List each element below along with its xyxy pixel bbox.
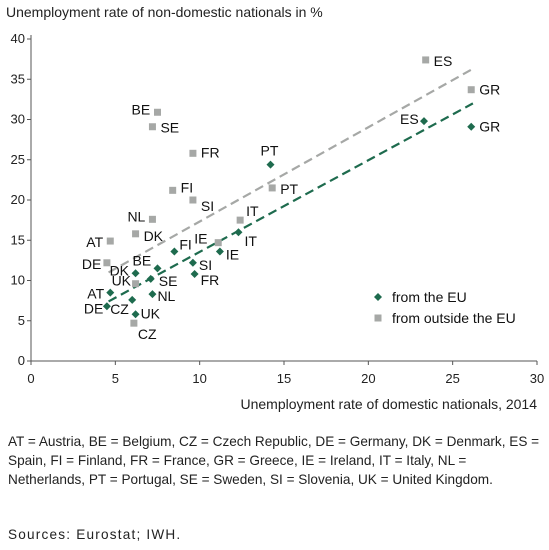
point-eu-de — [102, 302, 111, 311]
point-eu-fi — [170, 247, 179, 256]
point-eu-it — [234, 228, 243, 237]
trendline-non-eu — [108, 67, 474, 274]
point-eu-es — [419, 117, 428, 126]
label-eu-si: SI — [199, 257, 212, 273]
abbreviation-note: AT = Austria, BE = Belgium, CZ = Czech R… — [8, 434, 540, 487]
point-non-eu-pt — [268, 184, 276, 192]
point-non-eu-ie — [214, 239, 222, 247]
point-eu-be — [153, 264, 162, 273]
x-tick-label: 0 — [27, 371, 34, 386]
label-non-eu-gr: GR — [479, 82, 500, 98]
point-non-eu-it — [236, 216, 244, 224]
legend: from the EU from outside the EU — [374, 289, 516, 326]
y-tick-label: 35 — [11, 71, 25, 86]
label-non-eu-es: ES — [434, 53, 453, 69]
point-non-eu-cz — [130, 319, 138, 327]
label-non-eu-it: IT — [246, 203, 259, 219]
label-non-eu-at: AT — [86, 234, 103, 250]
x-tick-label: 5 — [112, 371, 119, 386]
point-non-eu-fr — [189, 149, 197, 157]
legend-label-non-eu: from outside the EU — [392, 310, 516, 326]
axes: 0 5 10 15 20 25 30 35 40 0 5 10 15 20 25 30 — [11, 31, 545, 386]
point-non-eu-fi — [169, 186, 177, 194]
x-tick-label: 20 — [361, 371, 375, 386]
label-non-eu-nl: NL — [127, 208, 145, 224]
point-eu-dk — [131, 269, 140, 278]
label-non-eu-dk: DK — [144, 228, 164, 244]
y-axis-title: Unemployment rate of non-domestic nation… — [6, 4, 323, 20]
point-eu-nl — [148, 290, 157, 299]
x-tick-label: 10 — [192, 371, 206, 386]
point-non-eu-se — [148, 123, 156, 131]
point-non-eu-de — [103, 259, 111, 267]
label-eu-nl: NL — [157, 288, 175, 304]
point-eu-ie — [215, 247, 224, 256]
point-eu-pt — [266, 160, 275, 169]
point-non-eu-nl — [148, 215, 156, 223]
label-eu-it: IT — [244, 233, 257, 249]
label-non-eu-ie: IE — [194, 231, 207, 247]
point-non-eu-si — [189, 196, 197, 204]
data-points — [102, 56, 476, 327]
label-eu-de: DE — [84, 300, 103, 316]
label-eu-pt: PT — [261, 143, 279, 159]
label-eu-be: BE — [133, 252, 152, 268]
y-tick-label: 0 — [18, 353, 25, 368]
y-tick-label: 25 — [11, 152, 25, 167]
label-eu-ie: IE — [226, 247, 239, 263]
point-non-eu-dk — [132, 230, 140, 238]
label-non-eu-be: BE — [132, 101, 151, 117]
point-non-eu-be — [154, 108, 161, 116]
label-eu-dk: DK — [110, 262, 130, 278]
y-tick-label: 20 — [11, 192, 25, 207]
label-eu-uk: UK — [141, 305, 161, 321]
label-non-eu-uk: UK — [112, 273, 132, 289]
point-non-eu-gr — [467, 86, 475, 94]
y-tick-label: 40 — [11, 31, 25, 46]
x-axis-title: Unemployment rate of domestic nationals,… — [240, 396, 538, 412]
label-eu-se: SE — [159, 273, 178, 289]
label-non-eu-pt: PT — [280, 181, 298, 197]
scatter-chart: 0 5 10 15 20 25 30 35 40 0 5 10 15 20 25 30 ES GR BE SE FR P… — [11, 31, 545, 386]
point-eu-gr — [467, 122, 476, 131]
point-eu-uk — [131, 310, 140, 319]
label-eu-cz: CZ — [110, 301, 129, 317]
point-eu-at — [106, 288, 115, 297]
point-eu-fr — [190, 270, 199, 279]
legend-marker-non-eu — [374, 314, 382, 322]
y-tick-label: 15 — [11, 232, 25, 247]
label-eu-fi: FI — [179, 237, 191, 253]
label-non-eu-fr: FR — [201, 144, 220, 160]
label-non-eu-cz: CZ — [138, 326, 157, 342]
label-non-eu-de: DE — [82, 256, 101, 272]
point-eu-se — [146, 274, 155, 283]
label-non-eu-se: SE — [160, 120, 179, 136]
source-note: Sources: Eurostat; IWH. — [8, 527, 182, 542]
label-eu-at: AT — [87, 286, 104, 302]
point-non-eu-es — [422, 56, 430, 64]
x-tick-label: 30 — [530, 371, 544, 386]
legend-marker-eu — [374, 293, 382, 301]
y-tick-label: 5 — [18, 313, 25, 328]
y-tick-label: 30 — [11, 112, 25, 127]
point-eu-si — [188, 258, 197, 267]
y-tick-label: 10 — [11, 273, 25, 288]
point-eu-cz — [128, 295, 137, 304]
legend-label-eu: from the EU — [392, 289, 467, 305]
label-eu-es: ES — [400, 111, 419, 127]
x-tick-label: 15 — [277, 371, 291, 386]
label-non-eu-si: SI — [201, 198, 214, 214]
point-non-eu-uk — [132, 280, 140, 288]
label-non-eu-fi: FI — [181, 179, 193, 195]
label-eu-fr: FR — [201, 272, 220, 288]
point-labels: ES GR BE SE FR PT FI SI NL IT DK AT IE DE UK CZ ES GR PT IT… — [82, 53, 500, 342]
x-tick-label: 25 — [445, 371, 459, 386]
label-eu-gr: GR — [479, 119, 500, 135]
point-non-eu-at — [106, 237, 114, 245]
